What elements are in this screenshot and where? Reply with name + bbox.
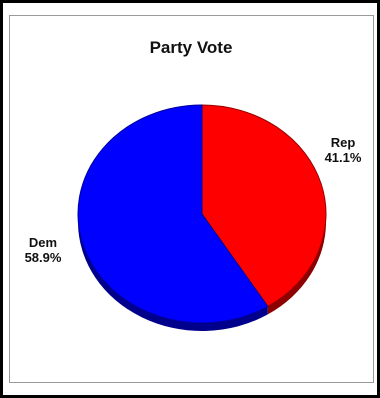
dem-slice-label: Dem: [29, 235, 57, 250]
pie-slice-rep: [201, 104, 327, 308]
dem-slice-percent: 58.9%: [25, 250, 62, 265]
pie-layer: [77, 104, 327, 331]
pie-slice-side-0: [267, 214, 326, 315]
chart-title: Party Vote: [150, 38, 233, 57]
pie-slice-dem: [77, 104, 269, 324]
rep-slice-label: Rep: [331, 135, 356, 150]
pie-slice-side-1: [78, 214, 268, 331]
rep-slice-percent: 41.1%: [325, 150, 362, 165]
